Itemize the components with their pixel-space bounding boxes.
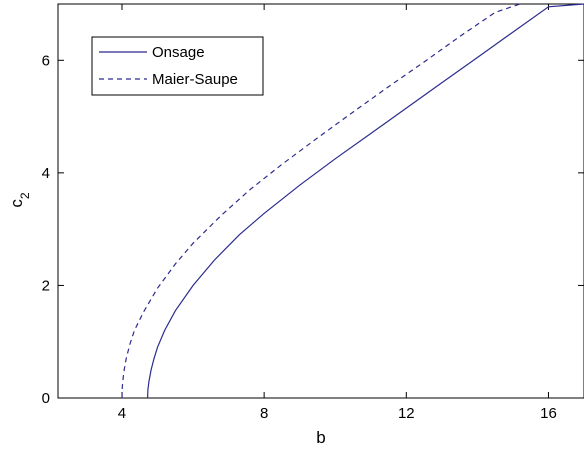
legend-label-maier-saupe: Maier-Saupe [152, 71, 238, 88]
tick-group: 4 8 12 16 0 2 4 6 [42, 4, 584, 422]
legend-box [91, 36, 264, 96]
legend-label-onsage: Onsage [152, 44, 205, 61]
series-group [121, 3, 584, 399]
y-tick-label: 6 [42, 52, 50, 69]
y-tick-label: 4 [42, 165, 50, 182]
x-axis-title: b [316, 428, 325, 447]
y-axis-title-base: c [7, 199, 26, 208]
y-tick-label: 0 [42, 390, 50, 407]
y-tick-label: 2 [42, 277, 50, 294]
y-axis-title-subscript: 2 [18, 192, 32, 199]
y-axis-title: c2 [7, 192, 32, 208]
series-line-onsage [147, 3, 584, 399]
x-tick-label: 12 [398, 405, 415, 422]
legend: Onsage Maier-Saupe [91, 36, 264, 96]
x-tick-label: 8 [260, 405, 268, 422]
x-tick-label: 4 [118, 405, 126, 422]
series-line-maier-saupe [121, 3, 521, 399]
x-tick-label: 16 [540, 405, 557, 422]
